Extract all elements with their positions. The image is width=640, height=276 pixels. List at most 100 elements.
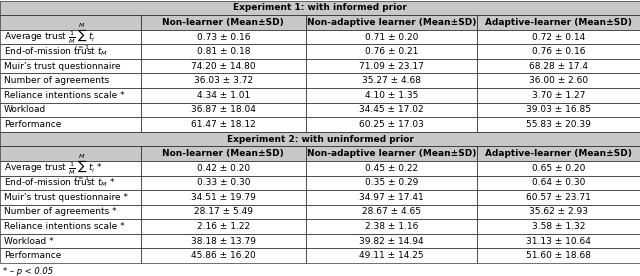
Bar [306,117,477,132]
Text: 51.60 ± 18.68: 51.60 ± 18.68 [526,251,591,260]
Bar [141,103,306,117]
Bar [306,190,477,205]
Bar [306,59,477,73]
Text: 0.72 ± 0.14: 0.72 ± 0.14 [532,33,586,41]
Text: Number of agreements: Number of agreements [4,76,109,85]
Text: 2.38 ± 1.16: 2.38 ± 1.16 [365,222,419,231]
Bar [477,146,640,161]
Bar [306,234,477,248]
Bar [0,146,141,161]
Bar [477,190,640,205]
Bar [306,30,477,44]
Text: 0.33 ± 0.30: 0.33 ± 0.30 [196,178,250,187]
Bar [306,248,477,263]
Text: 0.45 ± 0.22: 0.45 ± 0.22 [365,164,419,173]
Bar [306,103,477,117]
Text: 28.17 ± 5.49: 28.17 ± 5.49 [194,208,253,216]
Bar [0,1,640,15]
Text: 0.73 ± 0.16: 0.73 ± 0.16 [196,33,250,41]
Text: Non-learner (Mean±SD): Non-learner (Mean±SD) [163,18,284,27]
Text: 3.70 ± 1.27: 3.70 ± 1.27 [532,91,586,100]
Text: 45.86 ± 16.20: 45.86 ± 16.20 [191,251,256,260]
Bar [141,219,306,234]
Text: Number of agreements *: Number of agreements * [4,208,116,216]
Text: 39.82 ± 14.94: 39.82 ± 14.94 [360,237,424,246]
Text: Performance: Performance [4,120,61,129]
Bar [141,190,306,205]
Bar [477,30,640,44]
Bar [477,117,640,132]
Text: 2.16 ± 1.22: 2.16 ± 1.22 [196,222,250,231]
Bar [141,234,306,248]
Bar [477,234,640,248]
Text: 38.18 ± 13.79: 38.18 ± 13.79 [191,237,256,246]
Bar [0,15,141,30]
Bar [306,205,477,219]
Text: 55.83 ± 20.39: 55.83 ± 20.39 [526,120,591,129]
Bar [477,59,640,73]
Text: Non-adaptive learner (Mean±SD): Non-adaptive learner (Mean±SD) [307,149,476,158]
Text: 0.65 ± 0.20: 0.65 ± 0.20 [532,164,586,173]
Text: 0.71 ± 0.20: 0.71 ± 0.20 [365,33,419,41]
Bar [306,44,477,59]
Text: 0.76 ± 0.21: 0.76 ± 0.21 [365,47,419,56]
Text: Experiment 1: with informed prior: Experiment 1: with informed prior [233,3,407,12]
Bar [306,219,477,234]
Text: Workload *: Workload * [4,237,54,246]
Text: Reliance intentions scale *: Reliance intentions scale * [4,222,124,231]
Text: 34.45 ± 17.02: 34.45 ± 17.02 [360,105,424,115]
Text: Average trust $\frac{1}{M}\sum_{i=1}^{M} t_i$: Average trust $\frac{1}{M}\sum_{i=1}^{M}… [4,22,95,52]
Bar [477,161,640,176]
Text: 0.42 ± 0.20: 0.42 ± 0.20 [196,164,250,173]
Bar [141,117,306,132]
Bar [0,248,141,263]
Text: Adaptive-learner (Mean±SD): Adaptive-learner (Mean±SD) [485,18,632,27]
Bar [0,234,141,248]
Text: Experiment 2: with uninformed prior: Experiment 2: with uninformed prior [227,135,413,144]
Text: Average trust $\frac{1}{M}\sum_{i=1}^{M} t_i$ *: Average trust $\frac{1}{M}\sum_{i=1}^{M}… [4,153,103,183]
Bar [477,15,640,30]
Bar [141,30,306,44]
Bar [141,176,306,190]
Text: 0.81 ± 0.18: 0.81 ± 0.18 [196,47,250,56]
Text: 36.87 ± 18.04: 36.87 ± 18.04 [191,105,256,115]
Text: Non-adaptive learner (Mean±SD): Non-adaptive learner (Mean±SD) [307,18,476,27]
Text: 49.11 ± 14.25: 49.11 ± 14.25 [360,251,424,260]
Bar [0,30,141,44]
Bar [141,44,306,59]
Bar [0,190,141,205]
Text: 31.13 ± 10.64: 31.13 ± 10.64 [526,237,591,246]
Bar [306,88,477,103]
Bar [141,248,306,263]
Bar [0,88,141,103]
Bar [141,205,306,219]
Bar [306,15,477,30]
Text: 0.35 ± 0.29: 0.35 ± 0.29 [365,178,419,187]
Text: Performance: Performance [4,251,61,260]
Text: Muir’s trust questionnaire: Muir’s trust questionnaire [4,62,120,71]
Bar [477,73,640,88]
Bar [0,103,141,117]
Text: Non-learner (Mean±SD): Non-learner (Mean±SD) [163,149,284,158]
Text: 39.03 ± 16.85: 39.03 ± 16.85 [526,105,591,115]
Bar [141,15,306,30]
Bar [306,73,477,88]
Text: * – p < 0.05: * – p < 0.05 [3,267,52,276]
Bar [0,132,640,146]
Bar [477,44,640,59]
Text: Adaptive-learner (Mean±SD): Adaptive-learner (Mean±SD) [485,149,632,158]
Text: 28.67 ± 4.65: 28.67 ± 4.65 [362,208,421,216]
Text: 36.03 ± 3.72: 36.03 ± 3.72 [194,76,253,85]
Text: 3.58 ± 1.32: 3.58 ± 1.32 [532,222,586,231]
Text: Workload: Workload [4,105,46,115]
Text: 71.09 ± 23.17: 71.09 ± 23.17 [359,62,424,71]
Bar [477,205,640,219]
Text: 60.25 ± 17.03: 60.25 ± 17.03 [359,120,424,129]
Text: 35.62 ± 2.93: 35.62 ± 2.93 [529,208,588,216]
Bar [141,88,306,103]
Text: 60.57 ± 23.71: 60.57 ± 23.71 [526,193,591,202]
Bar [306,146,477,161]
Bar [141,73,306,88]
Bar [0,117,141,132]
Bar [477,88,640,103]
